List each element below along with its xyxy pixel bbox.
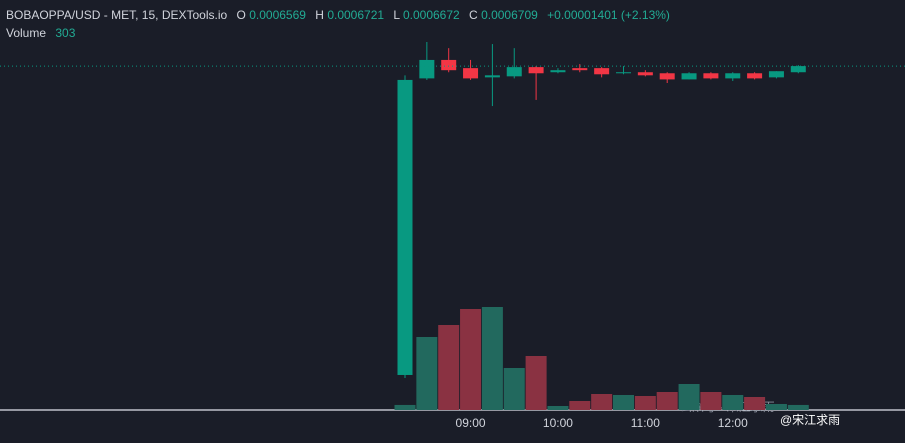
value: 0.0006672 xyxy=(403,8,460,22)
volume-bar xyxy=(460,309,482,410)
candle-body xyxy=(637,72,653,76)
candle-body xyxy=(703,73,719,79)
volume-bar xyxy=(613,395,634,410)
value: 0.0006709 xyxy=(481,8,538,22)
candle-body xyxy=(572,68,588,71)
candle-body xyxy=(747,73,763,79)
candle-body xyxy=(484,75,500,78)
x-tick-label: 10:00 xyxy=(543,416,573,430)
value: 0.0006721 xyxy=(327,8,384,22)
volume-bar xyxy=(722,395,744,410)
volume-bar xyxy=(634,396,656,410)
x-tick-label: 09:00 xyxy=(456,416,486,430)
volume-bar xyxy=(656,392,678,410)
value: 0.0006569 xyxy=(249,8,306,22)
volume-bar xyxy=(547,406,569,410)
label: Volume xyxy=(6,26,46,40)
volume-bar xyxy=(438,325,460,410)
watermark: @宋江求雨 xyxy=(780,412,840,427)
symbol: BOBAOPPA/USD - MET, 15, DEXTools.io xyxy=(6,8,228,22)
candle-body xyxy=(768,71,784,78)
candle-body xyxy=(397,79,413,375)
volume-bar xyxy=(787,404,809,410)
candle-body xyxy=(550,70,566,73)
candle-body xyxy=(594,68,610,75)
candle-body xyxy=(616,72,631,74)
ohlc-legend: BOBAOPPA/USD - MET, 15, DEXTools.io O 0.… xyxy=(6,8,670,22)
volume-bar xyxy=(700,392,722,410)
volume-bar xyxy=(525,356,547,410)
x-tick-label: 11:00 xyxy=(631,416,660,430)
candle-body xyxy=(506,67,522,77)
volume-bar xyxy=(569,401,591,410)
candle-body xyxy=(790,66,806,73)
volume-bar xyxy=(678,384,700,410)
candle-body xyxy=(463,68,479,79)
volume-bar xyxy=(481,307,503,410)
volume-bar xyxy=(765,404,787,410)
label: L xyxy=(393,8,400,22)
volume-bar xyxy=(591,394,613,410)
volume-bar xyxy=(416,337,438,410)
change: +0.00001401 (+2.13%) xyxy=(547,8,670,22)
candle-body xyxy=(659,73,675,80)
candle-body xyxy=(528,67,544,74)
candle-body xyxy=(725,73,741,79)
volume-bar xyxy=(503,368,525,410)
volume-bar xyxy=(744,397,766,410)
value: 303 xyxy=(55,26,75,40)
label: O xyxy=(237,8,246,22)
candle-body xyxy=(419,59,435,79)
volume-bar xyxy=(394,404,416,410)
x-tick-label: 12:00 xyxy=(718,416,748,430)
candle-body xyxy=(681,73,697,80)
label: H xyxy=(315,8,324,22)
volume-legend: Volume 303 xyxy=(6,26,76,40)
candle-body xyxy=(441,59,457,71)
label: C xyxy=(469,8,478,22)
